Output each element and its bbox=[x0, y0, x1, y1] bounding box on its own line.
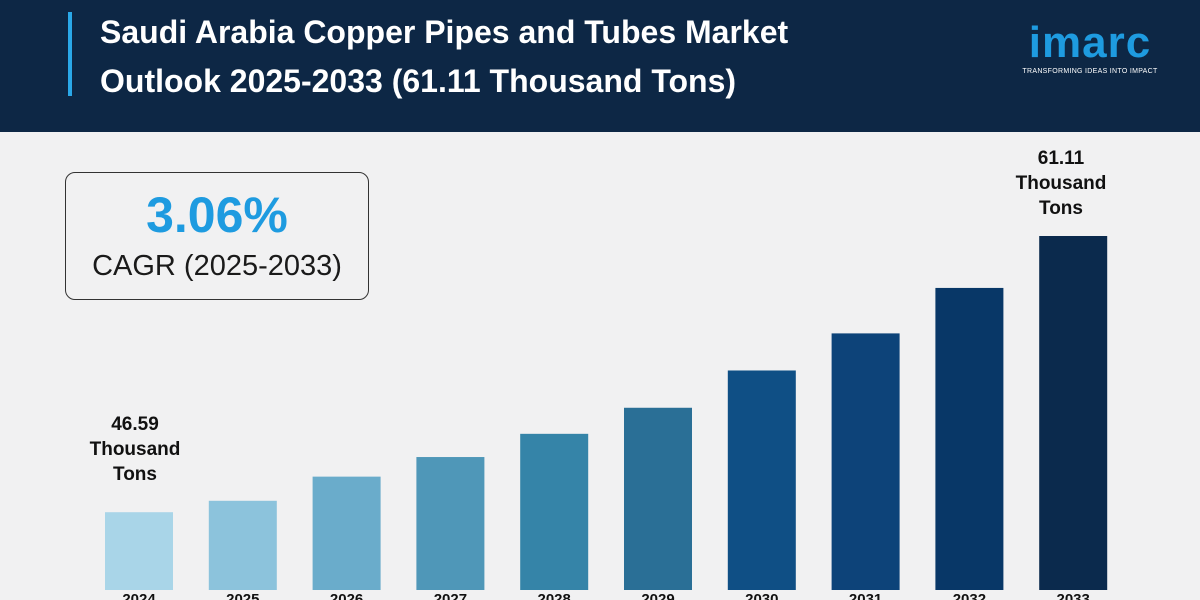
bar-2033 bbox=[1039, 236, 1108, 590]
tick-label-2024: 2024 bbox=[122, 591, 156, 600]
bar-2029 bbox=[624, 407, 692, 590]
tick-label-2030: 2030 bbox=[745, 591, 778, 600]
bar-2025 bbox=[208, 500, 277, 590]
cagr-label: CAGR (2025-2033) bbox=[92, 250, 342, 282]
first-value: 46.59 bbox=[111, 414, 159, 435]
bar-2030 bbox=[727, 370, 796, 590]
bar-2026 bbox=[312, 476, 381, 590]
tick-label-2032: 2032 bbox=[953, 591, 986, 600]
last-value-callout: 61.11 Thousand Tons bbox=[991, 146, 1131, 221]
page-title: Saudi Arabia Copper Pipes and Tubes Mark… bbox=[100, 8, 960, 106]
tick-label-2031: 2031 bbox=[849, 591, 882, 600]
first-unit-line2: Tons bbox=[113, 464, 157, 485]
last-unit-line2: Tons bbox=[1039, 198, 1083, 219]
tick-label-2025: 2025 bbox=[226, 591, 259, 600]
bar-2027 bbox=[416, 457, 485, 590]
last-value: 61.11 bbox=[1037, 148, 1085, 169]
title-line-1: Saudi Arabia Copper Pipes and Tubes Mark… bbox=[100, 14, 789, 50]
logo-wordmark: imarc bbox=[1028, 18, 1152, 67]
first-value-callout: 46.59 Thousand Tons bbox=[65, 412, 205, 487]
header-banner: Saudi Arabia Copper Pipes and Tubes Mark… bbox=[0, 0, 1200, 132]
title-line-2: Outlook 2025-2033 (61.11 Thousand Tons) bbox=[100, 63, 737, 99]
bar-2024 bbox=[105, 512, 173, 590]
tick-label-2026: 2026 bbox=[330, 591, 363, 600]
bar-2032 bbox=[935, 287, 1004, 590]
imarc-logo: imarc TRANSFORMING IDEAS INTO IMPACT bbox=[1012, 8, 1172, 86]
tick-label-2027: 2027 bbox=[434, 591, 467, 600]
bar-2031 bbox=[831, 333, 900, 590]
tick-label-2033: 2033 bbox=[1057, 591, 1090, 600]
cagr-value: 3.06% bbox=[146, 187, 288, 243]
tick-label-2029: 2029 bbox=[641, 591, 674, 600]
bar-2028 bbox=[520, 433, 589, 590]
last-unit-line1: Thousand bbox=[1015, 173, 1107, 194]
first-unit-line1: Thousand bbox=[89, 439, 181, 460]
tick-label-2028: 2028 bbox=[538, 591, 571, 600]
header-accent-bar bbox=[68, 12, 72, 96]
logo-tagline: TRANSFORMING IDEAS INTO IMPACT bbox=[1022, 68, 1158, 75]
cagr-box: 3.06% CAGR (2025-2033) bbox=[65, 172, 369, 300]
